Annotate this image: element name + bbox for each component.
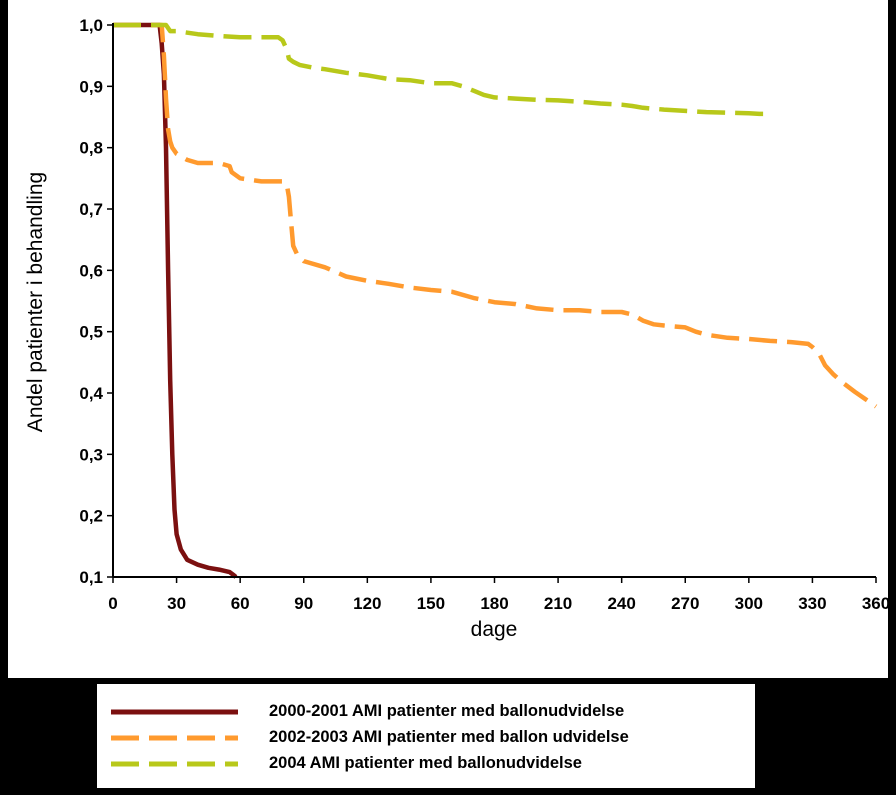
legend-item-series-1: 2000-2001 AMI patienter med ballonudvide…	[97, 700, 755, 724]
y-axis-title: Andel patienter i behandling	[24, 172, 47, 432]
x-tick-label: 240	[607, 594, 635, 613]
x-tick-label: 150	[417, 594, 445, 613]
legend-swatch-series-2	[111, 735, 238, 741]
x-tick-label: 120	[353, 594, 381, 613]
y-tick-label: 0,7	[79, 200, 103, 219]
x-tick-label: 60	[231, 594, 250, 613]
x-tick-label: 90	[294, 594, 313, 613]
y-tick-label: 0,8	[79, 139, 103, 158]
legend-swatch-series-3	[111, 761, 238, 767]
legend-label-series-3: 2004 AMI patienter med ballonudvidelse	[269, 754, 582, 772]
x-tick-label: 360	[862, 594, 890, 613]
legend: 2000-2001 AMI patienter med ballonudvide…	[96, 683, 756, 789]
x-tick-label: 330	[798, 594, 826, 613]
series-layer	[113, 22, 878, 579]
y-tick-label: 0,2	[79, 507, 103, 526]
y-tick-label: 0,4	[79, 384, 103, 403]
y-tick-label: 0,3	[79, 445, 103, 464]
y-tick-label: 0,9	[79, 77, 103, 96]
x-tick-label: 270	[671, 594, 699, 613]
y-tick-label: 1,0	[79, 16, 103, 35]
x-axis-title: dage	[471, 618, 518, 641]
x-tick-label: 30	[167, 594, 186, 613]
y-tick-label: 0,1	[79, 568, 103, 587]
y-ticks-layer: 0,1 0,2 0,3 0,4 0,5 0,6 0,7 0,8 0,9 1,0	[79, 16, 113, 587]
x-tick-label: 300	[735, 594, 763, 613]
legend-item-series-2: 2002-2003 AMI patienter med ballon udvid…	[97, 726, 755, 750]
x-tick-label: 210	[544, 594, 572, 613]
x-ticks-layer: 0 30 60 90 120 150 180 210 240 270 300 330 360	[108, 577, 890, 613]
legend-item-series-3: 2004 AMI patienter med ballonudvidelse	[97, 752, 755, 776]
x-tick-label: 0	[108, 594, 117, 613]
x-tick-label: 180	[480, 594, 508, 613]
legend-swatch-series-1	[111, 709, 238, 715]
y-tick-label: 0,5	[79, 323, 103, 342]
series-line-2	[113, 22, 878, 409]
legend-label-series-2: 2002-2003 AMI patienter med ballon udvid…	[269, 728, 629, 746]
y-tick-label: 0,6	[79, 261, 103, 280]
legend-label-series-1: 2000-2001 AMI patienter med ballonudvide…	[269, 702, 625, 720]
